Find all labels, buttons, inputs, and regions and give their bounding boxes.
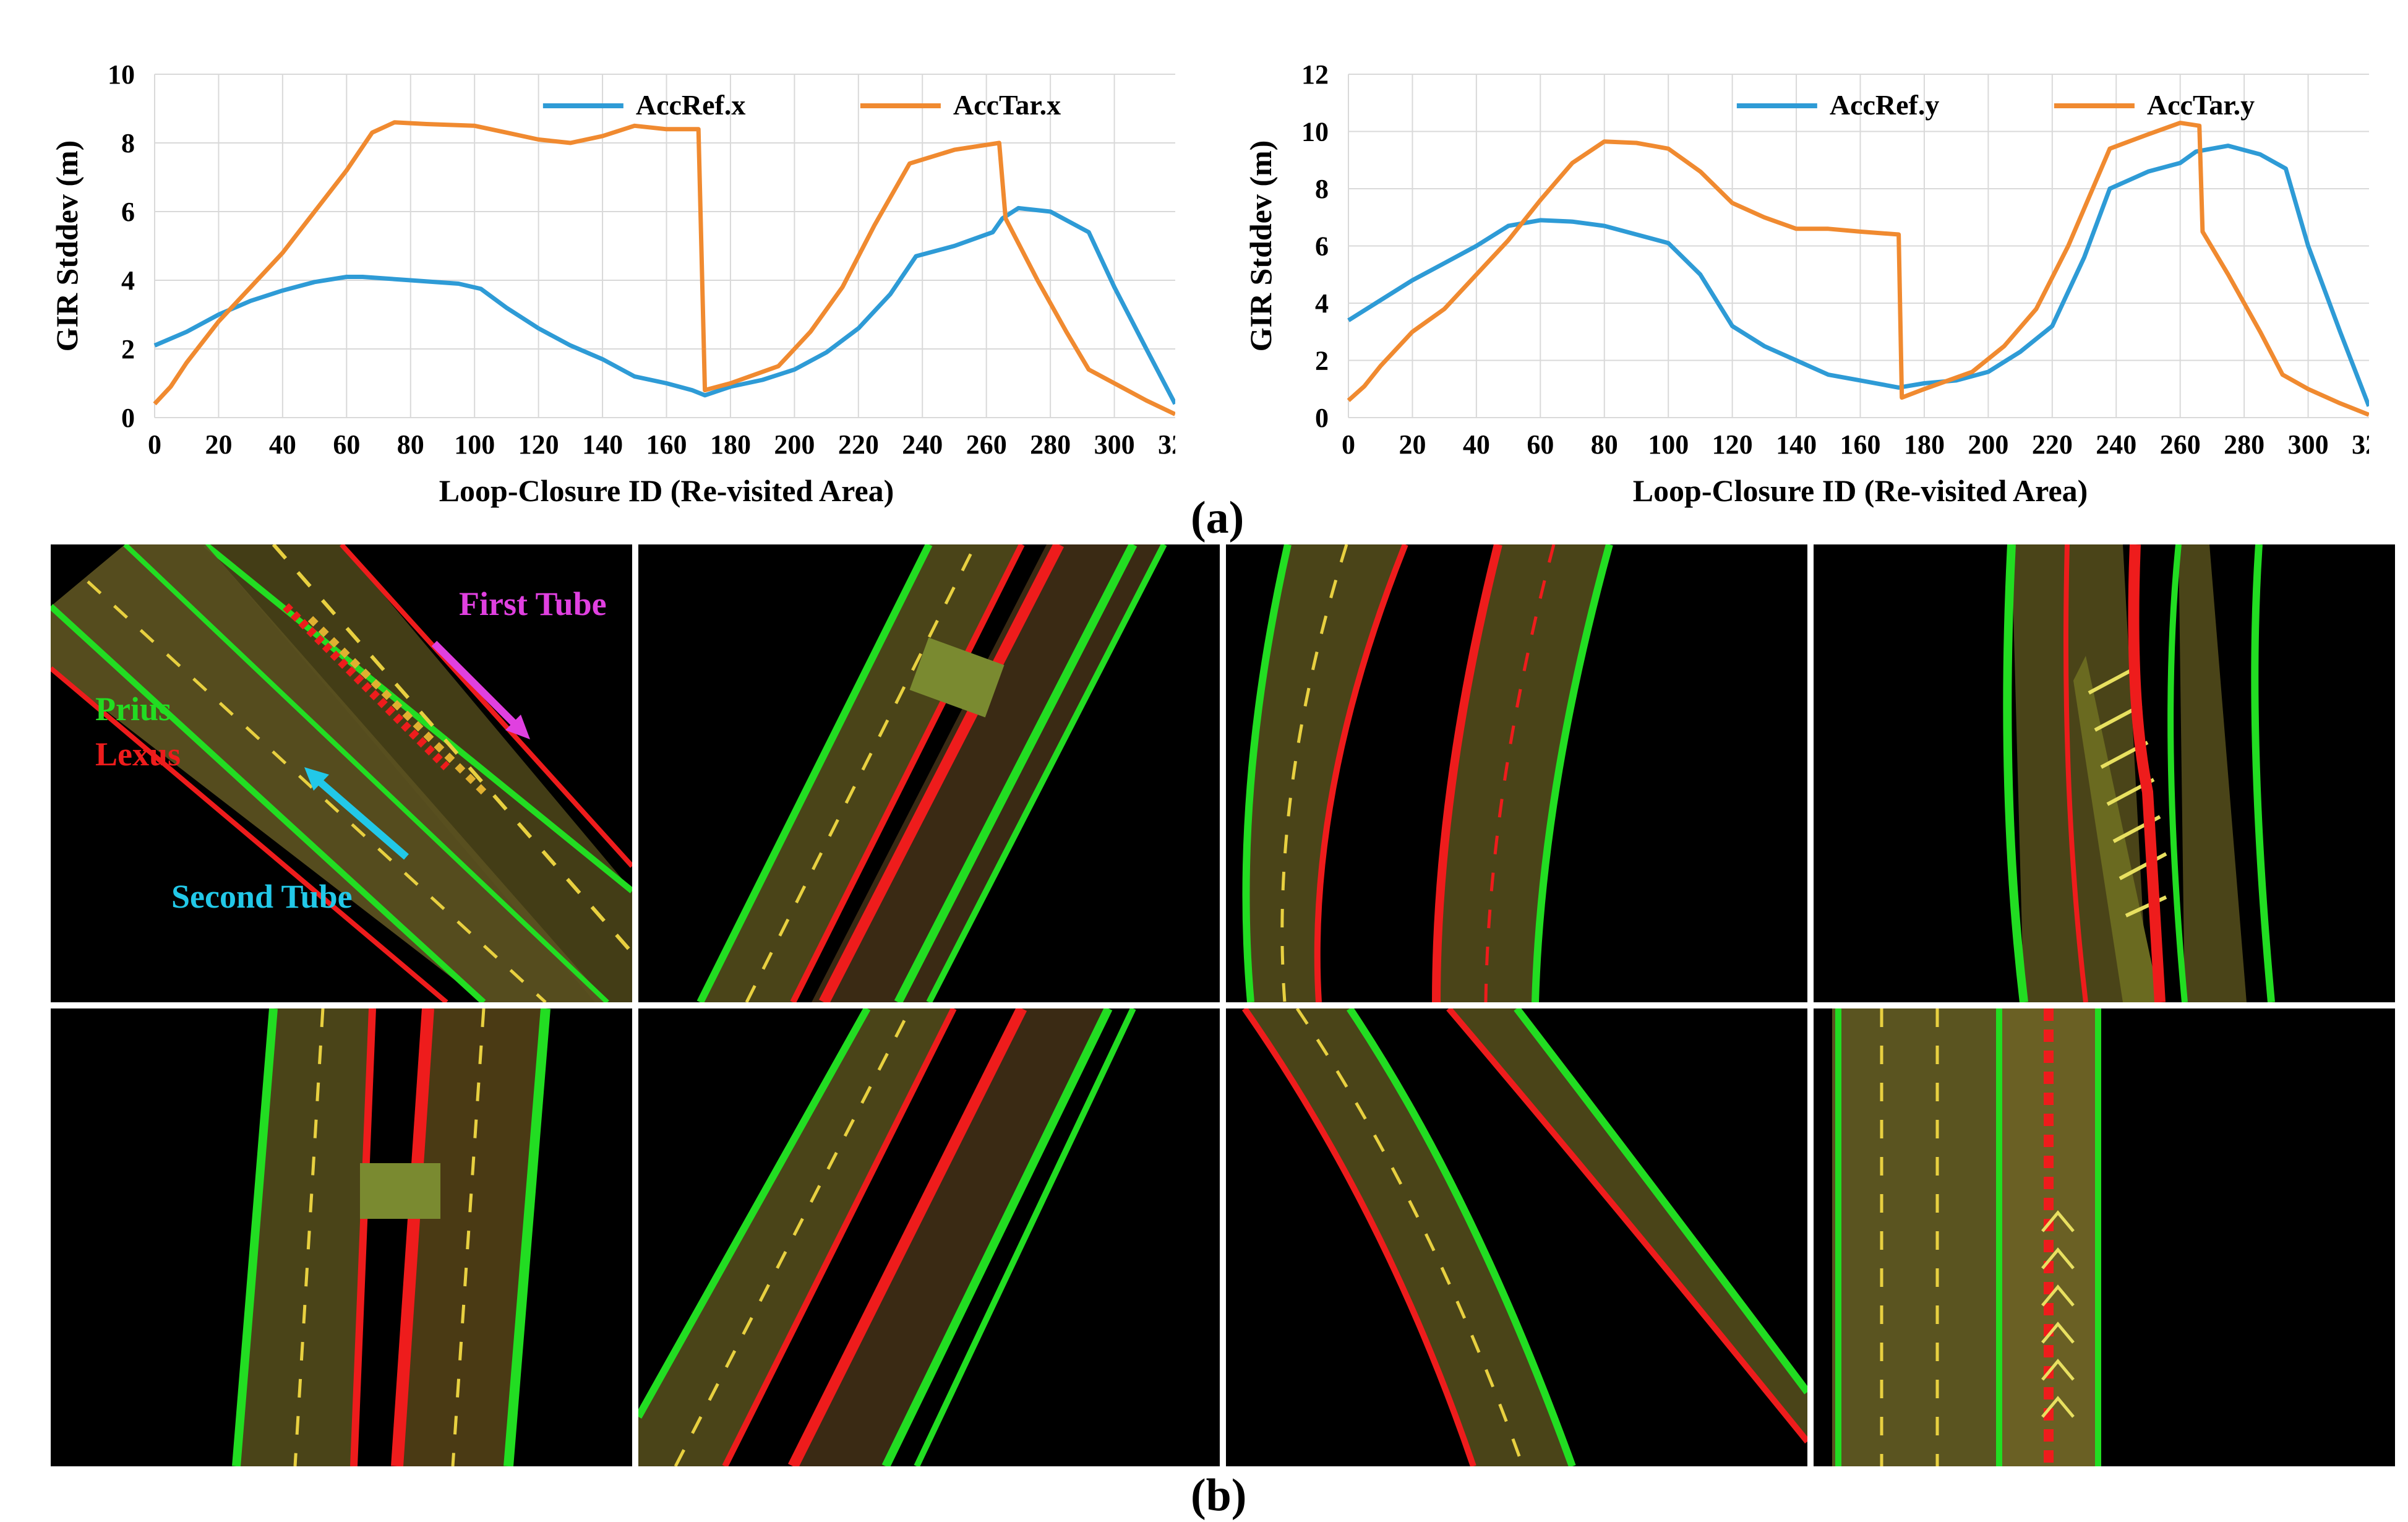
legend-label-accref-y: AccRef.y bbox=[1830, 89, 1940, 121]
x-tick-label: 100 bbox=[454, 429, 495, 460]
x-tick-label: 0 bbox=[148, 429, 161, 460]
x-tick-label: 80 bbox=[1591, 429, 1618, 460]
x-tick-label: 20 bbox=[205, 429, 232, 460]
x-tick-label: 120 bbox=[518, 429, 559, 460]
legend-label-acctar-x: AccTar.x bbox=[953, 89, 1061, 121]
x-tick-label: 240 bbox=[2096, 429, 2136, 460]
label-first-tube: First Tube bbox=[459, 585, 607, 622]
x-tick-label: 260 bbox=[2160, 429, 2201, 460]
x-tick-label: 300 bbox=[1094, 429, 1135, 460]
series-line-accref-x bbox=[153, 205, 1175, 405]
x-tick-label: 140 bbox=[1776, 429, 1817, 460]
y-tick-label: 0 bbox=[121, 403, 135, 433]
x-tick-label: 80 bbox=[397, 429, 424, 460]
chart-x-stddev-svg: 0 20 40 60 80 100 120 140 160 180 200 220 240 260 280 3… bbox=[49, 59, 1175, 508]
x-tick-label: 120 bbox=[1712, 429, 1753, 460]
x-tick-label: 220 bbox=[838, 429, 879, 460]
x-tick-label: 40 bbox=[1463, 429, 1490, 460]
x-tick-label: 300 bbox=[2288, 429, 2329, 460]
y-tick-label: 6 bbox=[1315, 231, 1329, 262]
x-tick-label: 280 bbox=[2224, 429, 2264, 460]
road-band-first-tube bbox=[203, 544, 632, 1002]
road-band-second-tube bbox=[51, 544, 609, 1002]
pointcloud-tile-7 bbox=[1226, 1008, 1807, 1466]
x-tick-label: 180 bbox=[1904, 429, 1945, 460]
legend-label-acctar-y: AccTar.y bbox=[2147, 89, 2255, 121]
x-tick-label: 140 bbox=[582, 429, 623, 460]
series-line-acctar-y bbox=[1347, 121, 2369, 417]
panel-label-a: (a) bbox=[1191, 492, 1245, 543]
y-tick-label: 12 bbox=[1301, 59, 1329, 90]
arrow-first-tube bbox=[431, 640, 530, 739]
x-tick-label: 280 bbox=[1030, 429, 1071, 460]
pointcloud-tile-5 bbox=[51, 1008, 632, 1466]
y-axis-label: GIR Stddev (m) bbox=[49, 140, 84, 352]
x-tick-label: 60 bbox=[333, 429, 360, 460]
series-line-acctar-x bbox=[153, 120, 1175, 416]
label-second-tube: Second Tube bbox=[171, 878, 353, 915]
pointcloud-tile-3 bbox=[1226, 544, 1807, 1002]
y-tick-label: 8 bbox=[121, 128, 135, 158]
chart-y-stddev: 0 20 40 60 80 100 120 140 160 180 200 220 240 260 280 3… bbox=[1194, 49, 2369, 544]
y-tick-label: 4 bbox=[121, 265, 135, 296]
y-tick-label: 0 bbox=[1315, 403, 1329, 433]
x-tick-label: 240 bbox=[902, 429, 943, 460]
x-tick-label: 100 bbox=[1648, 429, 1689, 460]
x-tick-label: 160 bbox=[1840, 429, 1881, 460]
x-tick-label: 0 bbox=[1342, 429, 1355, 460]
y-tick-label: 10 bbox=[1301, 117, 1329, 147]
pointcloud-tile-1: First Tube Prius Lexus Second Tube bbox=[51, 544, 632, 1002]
x-tick-label: 220 bbox=[2032, 429, 2073, 460]
pointcloud-tile-6 bbox=[638, 1008, 1220, 1466]
label-lexus: Lexus bbox=[95, 736, 181, 773]
pointcloud-tile-4 bbox=[1814, 544, 2395, 1002]
x-tick-label: 60 bbox=[1527, 429, 1554, 460]
label-prius: Prius bbox=[95, 690, 172, 728]
legend-label-accref-x: AccRef.x bbox=[636, 89, 746, 121]
x-axis-label: Loop-Closure ID (Re-visited Area) bbox=[1633, 473, 2088, 508]
x-tick-label: 200 bbox=[1968, 429, 2008, 460]
arrow-second-tube bbox=[304, 767, 409, 860]
chart-y-stddev-svg: 0 20 40 60 80 100 120 140 160 180 200 220 240 260 280 3… bbox=[1243, 59, 2369, 508]
x-tick-label: 320 bbox=[2352, 429, 2369, 460]
x-tick-label: 180 bbox=[710, 429, 751, 460]
x-tick-label: 320 bbox=[1158, 429, 1175, 460]
y-tick-label: 2 bbox=[1315, 346, 1329, 376]
panel-label-b: (b) bbox=[1191, 1470, 1247, 1521]
x-tick-label: 20 bbox=[1399, 429, 1426, 460]
y-tick-label: 8 bbox=[1315, 174, 1329, 204]
x-axis-label: Loop-Closure ID (Re-visited Area) bbox=[439, 473, 894, 508]
x-tick-label: 40 bbox=[269, 429, 296, 460]
x-tick-label: 200 bbox=[774, 429, 815, 460]
y-tick-label: 6 bbox=[121, 197, 135, 227]
y-tick-label: 10 bbox=[108, 59, 135, 90]
x-tick-label: 260 bbox=[966, 429, 1007, 460]
y-axis-label: GIR Stddev (m) bbox=[1243, 140, 1278, 352]
pointcloud-tile-8 bbox=[1814, 1008, 2395, 1466]
chart-x-stddev: 0 20 40 60 80 100 120 140 160 180 200 220 240 260 280 3… bbox=[0, 49, 1175, 544]
y-tick-label: 4 bbox=[1315, 288, 1329, 319]
y-tick-label: 2 bbox=[121, 334, 135, 364]
x-tick-label: 160 bbox=[646, 429, 687, 460]
series-line-accref-y bbox=[1347, 144, 2369, 407]
pointcloud-tile-2 bbox=[638, 544, 1220, 1002]
